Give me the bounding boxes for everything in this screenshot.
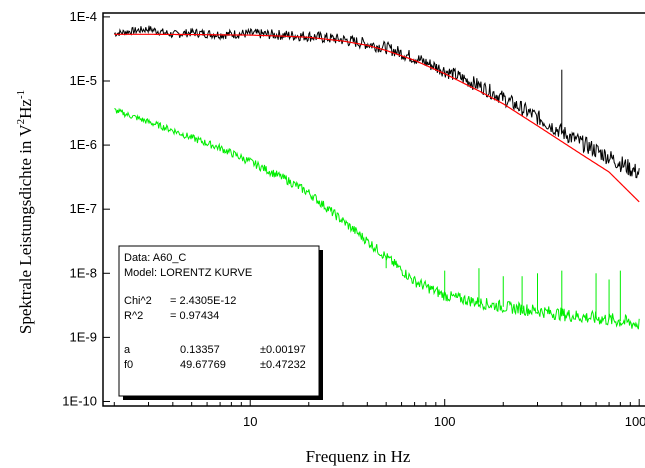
- y-tick-label: 1E-8: [70, 265, 97, 280]
- y-tick-label: 1E-7: [70, 201, 97, 216]
- series-line: [114, 107, 640, 330]
- fit-chi-value: = 2.4305E-12: [170, 295, 236, 307]
- fit-r-value: = 0.97434: [170, 310, 219, 322]
- x-tick-label: 1000: [625, 414, 645, 429]
- fit-data-label: Data: A60_C: [124, 252, 186, 264]
- series-line: [113, 25, 640, 179]
- fit-chi-label: Chi^2: [124, 295, 152, 307]
- fit-param-a-error: ±0.00197: [260, 344, 306, 356]
- fit-param-a: a: [124, 344, 131, 356]
- y-tick-label: 1E-4: [70, 9, 97, 24]
- x-tick-label: 100: [434, 414, 456, 429]
- fit-model-label: Model: LORENTZ KURVE: [124, 267, 252, 279]
- fit-param-f0: f0: [124, 359, 133, 371]
- y-tick-label: 1E-6: [70, 137, 97, 152]
- y-tick-label: 1E-9: [70, 329, 97, 344]
- y-tick-label: 1E-5: [70, 73, 97, 88]
- y-axis-title: Spektrale Leistungsdichte in V2Hz-1: [15, 90, 35, 334]
- y-axis-title-sup1: 2: [15, 119, 27, 125]
- x-tick-label: 10: [243, 414, 257, 429]
- fit-box: Data: A60_C Model: LORENTZ KURVE Chi^2 =…: [118, 245, 323, 400]
- y-axis-title-mid: Hz: [16, 99, 35, 119]
- y-tick-label: 1E-10: [62, 393, 97, 408]
- y-axis-title-sup2: -1: [15, 90, 27, 99]
- y-axis: 1E-10 1E-9 1E-8 1E-7 1E-6 1E-5 1E-4: [62, 9, 110, 408]
- fit-param-f0-error: ±0.47232: [260, 359, 306, 371]
- fit-r-label: R^2: [124, 310, 143, 322]
- fit-param-f0-value: 49.67769: [180, 359, 226, 371]
- series-layer: [113, 25, 640, 330]
- fit-param-a-value: 0.13357: [180, 344, 220, 356]
- series-line: [114, 33, 640, 203]
- y-axis-title-prefix: Spektrale Leistungsdichte in V: [16, 124, 35, 335]
- x-axis: 10 100 1000: [113, 399, 645, 429]
- fit-box-panel: [118, 245, 320, 397]
- x-axis-title: Frequenz in Hz: [306, 447, 411, 466]
